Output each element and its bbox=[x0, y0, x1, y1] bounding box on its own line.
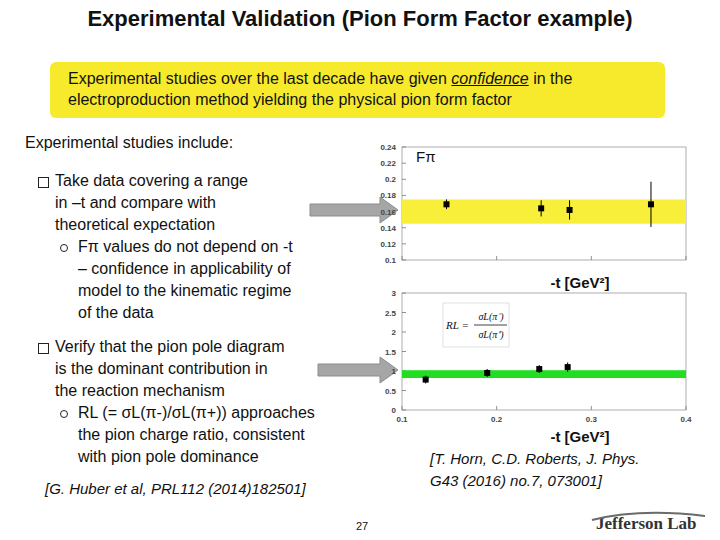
reference: G43 (2016) no.7, 073001] bbox=[430, 472, 602, 489]
y-tick-label: 0.5 bbox=[385, 387, 397, 396]
x-label: -t [GeV²] bbox=[550, 428, 609, 445]
x-tick-label: 0.3 bbox=[586, 415, 598, 424]
marks bbox=[402, 182, 686, 227]
x-tick bbox=[591, 256, 592, 260]
y-tick-label: 0.1 bbox=[385, 256, 397, 265]
bullet-text: Take data covering a range bbox=[55, 172, 248, 190]
y-tick bbox=[402, 293, 406, 294]
y-tick-label: 0.16 bbox=[380, 208, 396, 217]
bullet-text: the reaction mechanism bbox=[55, 382, 225, 400]
y-tick-label: 1.5 bbox=[385, 348, 397, 357]
annotation: σL(π⁻) bbox=[478, 311, 504, 323]
plot-frame bbox=[402, 147, 686, 260]
chart: 0.1 0.12 0.14 0.16 0.18 0.2 0.22 0.24 Fπ -t [GeV²… bbox=[380, 143, 686, 291]
point bbox=[567, 207, 573, 213]
y-tick-label: 0.24 bbox=[380, 143, 396, 152]
point bbox=[538, 205, 544, 211]
y-tick-label: 0.18 bbox=[380, 191, 396, 200]
bullet-box bbox=[38, 343, 49, 354]
y-tick-label: 2.5 bbox=[385, 309, 397, 318]
y-tick-label: 0.14 bbox=[380, 224, 396, 233]
y-tick bbox=[402, 332, 406, 333]
y-tick bbox=[402, 227, 406, 228]
annotation-box bbox=[443, 303, 509, 347]
x-tick bbox=[591, 406, 592, 410]
callout-emphasis: confidence bbox=[451, 70, 528, 87]
annotation: σL(π⁺) bbox=[478, 329, 504, 341]
bullet-box bbox=[38, 177, 49, 188]
point bbox=[536, 366, 542, 372]
y-tick-label: 3 bbox=[392, 289, 397, 298]
x-tick-label: 0.2 bbox=[491, 415, 503, 424]
x-tick bbox=[496, 406, 497, 410]
slide: Experimental Validation (Pion Form Facto… bbox=[0, 0, 720, 540]
point bbox=[484, 370, 490, 376]
x-tick bbox=[402, 406, 403, 410]
sub-bullet-text: RL (= σL(π-)/σL(π+)) approaches bbox=[78, 404, 315, 422]
x-tick bbox=[686, 256, 687, 260]
x-tick bbox=[402, 256, 403, 260]
fraction-line bbox=[474, 325, 507, 326]
callout-text: Experimental studies over the last decad… bbox=[68, 70, 451, 87]
marks bbox=[402, 362, 686, 383]
bullet-text: theoretical expectation bbox=[55, 216, 215, 234]
arrow bbox=[318, 357, 398, 383]
band bbox=[402, 370, 686, 378]
chart-title: Fπ bbox=[416, 148, 436, 165]
y-tick-label: 0.12 bbox=[380, 240, 396, 249]
bullet-text: Verify that the pion pole diagram bbox=[55, 338, 284, 356]
point bbox=[648, 201, 654, 207]
y-tick-label: 0.22 bbox=[380, 159, 396, 168]
y-tick-label: 1 bbox=[392, 367, 397, 376]
callout: Experimental studies over the last decad… bbox=[50, 62, 665, 118]
bullet-text: is the dominant contribution in bbox=[55, 360, 268, 378]
sub-bullet-text: Fπ values do not depend on -t bbox=[78, 238, 293, 256]
sub-bullet-text: of the data bbox=[78, 304, 154, 322]
x-label: -t [GeV²] bbox=[550, 274, 609, 291]
sub-bullet bbox=[60, 410, 68, 418]
point bbox=[443, 201, 449, 207]
logo-swoosh bbox=[592, 513, 705, 520]
band bbox=[402, 199, 686, 223]
y-tick bbox=[402, 163, 406, 164]
title: Experimental Validation (Pion Form Facto… bbox=[0, 6, 720, 32]
point bbox=[423, 377, 429, 383]
y-tick bbox=[402, 260, 406, 261]
reference: [T. Horn, C.D. Roberts, J. Phys. bbox=[430, 450, 640, 467]
y-tick bbox=[402, 147, 406, 148]
y-tick bbox=[402, 243, 406, 244]
page-number: 27 bbox=[356, 520, 368, 532]
sub-bullet-text: model to the kinematic regime bbox=[78, 282, 291, 300]
x-tick-label: 0.4 bbox=[680, 415, 692, 424]
y-tick bbox=[402, 390, 406, 391]
y-tick bbox=[402, 351, 406, 352]
annotation: RL = bbox=[445, 319, 469, 331]
bullet-text: in –t and compare with bbox=[55, 194, 216, 212]
intro: Experimental studies include: bbox=[25, 134, 233, 152]
y-tick bbox=[402, 179, 406, 180]
sub-bullet-text: with pion pole dominance bbox=[78, 448, 259, 466]
x-tick-label: 0.1 bbox=[396, 415, 408, 424]
x-tick bbox=[496, 256, 497, 260]
y-tick bbox=[402, 312, 406, 313]
sub-bullet bbox=[60, 244, 68, 252]
y-tick bbox=[402, 195, 406, 196]
reference: [G. Huber et al, PRL112 (2014)182501] bbox=[45, 480, 306, 497]
y-tick-label: 0.2 bbox=[385, 175, 397, 184]
arrow bbox=[310, 197, 398, 223]
charts-layer: 0.10.120.140.160.180.20.220.24Fπ-t [GeV²… bbox=[0, 0, 720, 540]
y-tick-label: 0 bbox=[392, 406, 397, 415]
sub-bullet-text: the pion charge ratio, consistent bbox=[78, 426, 305, 444]
chart: 0 0.5 1 1.5 2 2.5 3 0.1 0.2 0.3 0.4 -t [GeV²] RL = σL… bbox=[385, 289, 692, 445]
x-tick bbox=[686, 406, 687, 410]
sub-bullet-text: – confidence in applicability of bbox=[78, 260, 291, 278]
point bbox=[565, 364, 571, 370]
plot-frame bbox=[402, 293, 686, 410]
y-tick bbox=[402, 410, 406, 411]
y-tick-label: 2 bbox=[392, 328, 397, 337]
